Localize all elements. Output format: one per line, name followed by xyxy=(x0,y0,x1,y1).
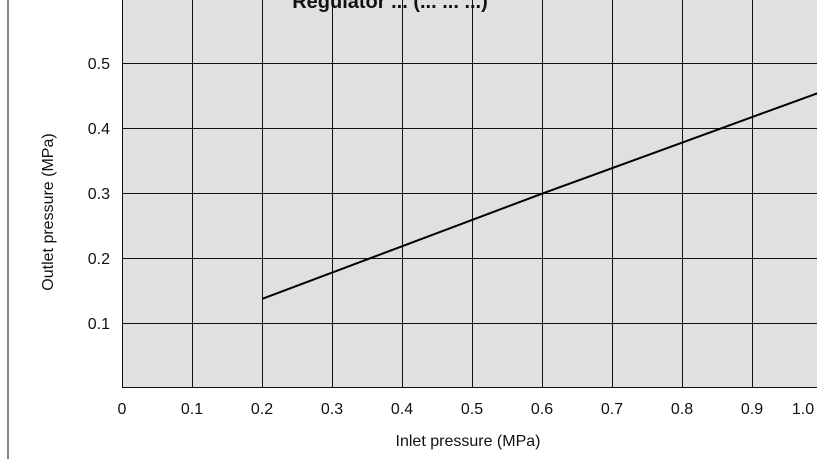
y-tick-label: 0.1 xyxy=(88,316,110,333)
series-layer xyxy=(261,92,817,300)
chart-title: Regulator ... (... ... ...) xyxy=(292,0,488,13)
x-tick-labels: 0 0.1 0.2 0.3 0.4 0.5 0.6 0.7 0.8 0.9 1.0 xyxy=(118,401,815,418)
x-tick-label: 0.1 xyxy=(181,401,203,418)
y-tick-label: 0.4 xyxy=(88,121,110,138)
y-axis-title: Outlet pressure (MPa) xyxy=(40,133,57,290)
x-tick-label: 0.6 xyxy=(531,401,553,418)
x-tick-label: 0.9 xyxy=(741,401,763,418)
y-tick-label: 0.2 xyxy=(88,251,110,268)
x-tick-label: 0.3 xyxy=(321,401,343,418)
x-tick-label: 0.4 xyxy=(391,401,413,418)
x-tick-label: 0 xyxy=(118,401,127,418)
grid-lines xyxy=(122,0,817,388)
x-tick-label: 0.2 xyxy=(251,401,273,418)
y-tick-label: 0.3 xyxy=(88,186,110,203)
x-tick-label: 1.0 xyxy=(792,401,814,418)
x-axis-title: Inlet pressure (MPa) xyxy=(396,433,541,450)
series-line xyxy=(261,92,817,300)
x-tick-label: 0.5 xyxy=(461,401,483,418)
y-tick-labels: 0.1 0.2 0.3 0.4 0.5 xyxy=(88,56,110,333)
y-tick-label: 0.5 xyxy=(88,56,110,73)
x-tick-label: 0.8 xyxy=(671,401,693,418)
x-tick-label: 0.7 xyxy=(601,401,623,418)
